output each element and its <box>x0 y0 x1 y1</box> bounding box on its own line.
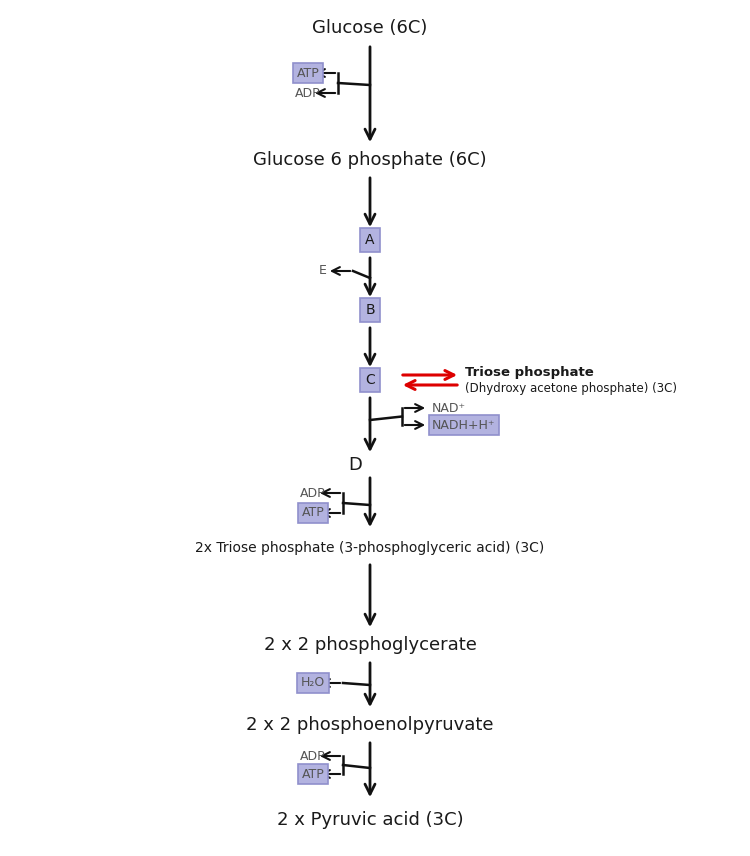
Text: E: E <box>319 265 327 277</box>
Text: ATP: ATP <box>296 67 320 80</box>
Text: ADP: ADP <box>300 486 326 500</box>
Text: Glucose (6C): Glucose (6C) <box>312 19 428 37</box>
Text: C: C <box>365 373 375 387</box>
Text: 2 x Pyruvic acid (3C): 2 x Pyruvic acid (3C) <box>277 811 464 829</box>
Text: B: B <box>365 303 375 317</box>
Text: Triose phosphate: Triose phosphate <box>465 366 594 378</box>
Text: ADP: ADP <box>296 86 321 99</box>
Text: ATP: ATP <box>302 768 324 781</box>
Text: 2 x 2 phosphoglycerate: 2 x 2 phosphoglycerate <box>263 636 476 654</box>
Text: NAD⁺: NAD⁺ <box>432 401 466 414</box>
Text: ATP: ATP <box>302 507 324 520</box>
Text: 2 x 2 phosphoenolpyruvate: 2 x 2 phosphoenolpyruvate <box>246 716 494 734</box>
Text: 2x Triose phosphate (3-phosphoglyceric acid) (3C): 2x Triose phosphate (3-phosphoglyceric a… <box>195 541 544 555</box>
Text: D: D <box>348 456 362 474</box>
Text: Glucose 6 phosphate (6C): Glucose 6 phosphate (6C) <box>254 151 487 169</box>
Text: ADP: ADP <box>300 750 326 763</box>
Text: NADH+H⁺: NADH+H⁺ <box>432 419 496 431</box>
Text: (Dhydroxy acetone phosphate) (3C): (Dhydroxy acetone phosphate) (3C) <box>465 382 677 395</box>
Text: H₂O: H₂O <box>301 676 326 689</box>
Text: A: A <box>365 233 375 247</box>
